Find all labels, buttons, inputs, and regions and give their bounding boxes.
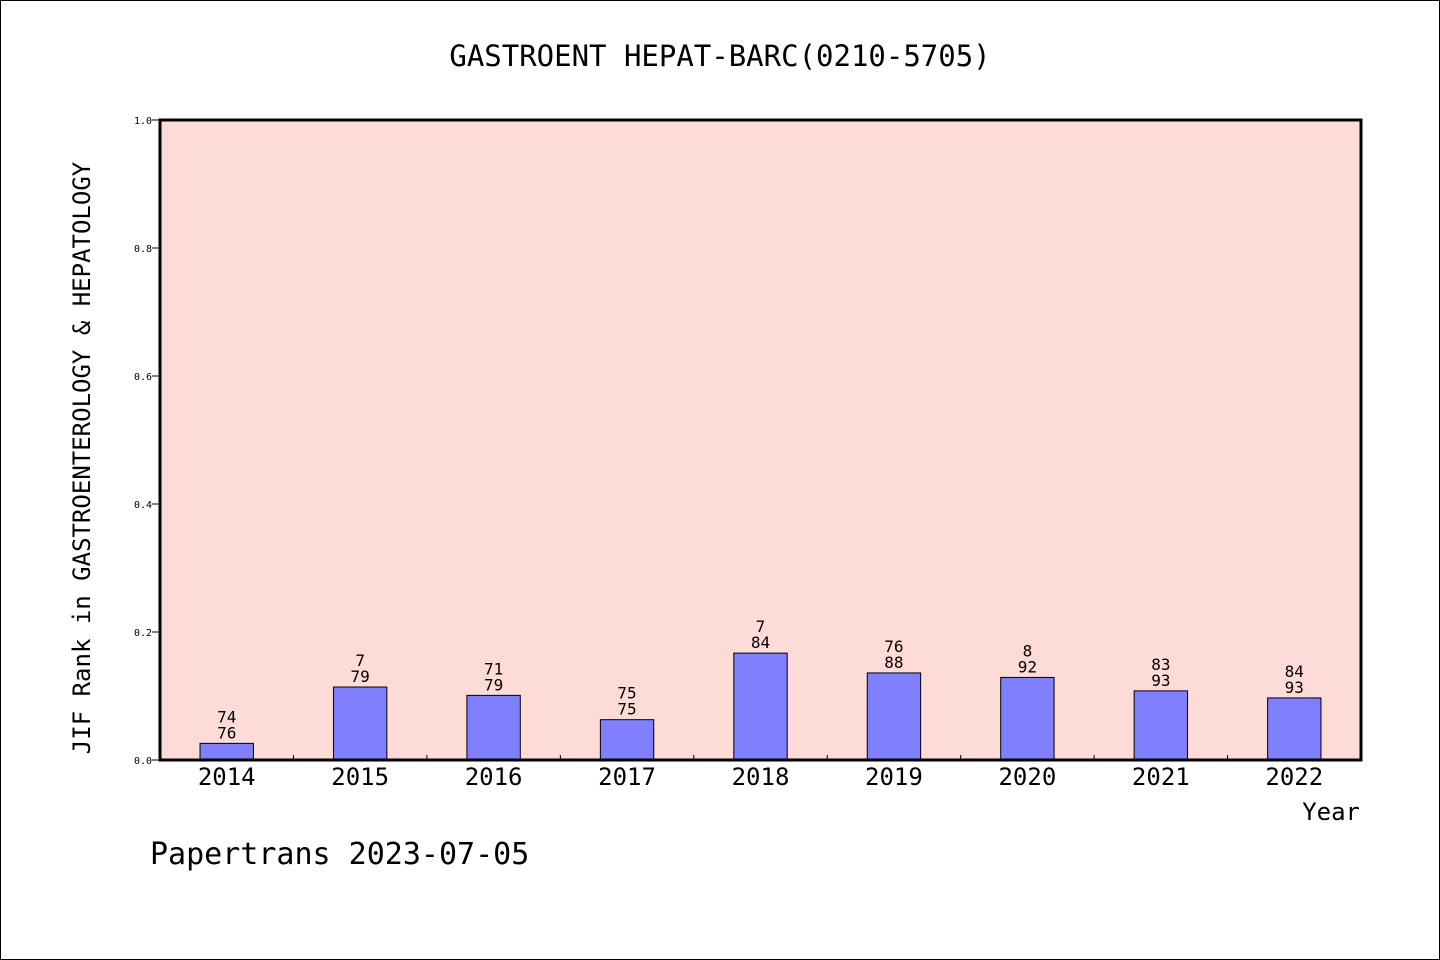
y-tick-label: 0.6 [134,372,152,383]
bar-label-bottom: 76 [217,723,236,742]
bars [199,652,1322,761]
bar-label-top: 76 [884,637,903,656]
x-tick-label: 2020 [998,763,1056,791]
bar-2016 [466,694,521,761]
y-tick-label: 0.8 [134,244,152,255]
bar-label-top: 7 [756,617,766,636]
y-tick-label: 0.0 [134,756,152,767]
y-axis-label: JIF Rank in GASTROENTEROLOGY & HEPATOLOG… [68,161,96,754]
bar-2022 [1267,697,1322,761]
bar-label-bottom: 79 [484,675,503,694]
x-tick-label: 2014 [198,763,256,791]
bar-label-top: 7 [355,651,365,670]
x-axis-ticks: 2014 2015 2016 2017 2018 2019 2020 2021 2022 [198,755,1323,791]
bar-label-bottom: 79 [351,667,370,686]
bar-2021 [1133,690,1189,761]
bar-label-bottom: 92 [1018,657,1037,676]
bar-label-top: 83 [1151,655,1170,674]
chart-title: GASTROENT HEPAT-BARC(0210-5705) [449,39,990,73]
bar-label-bottom: 84 [751,633,770,652]
x-tick-label: 2019 [865,763,923,791]
x-tick-label: 2022 [1265,763,1323,791]
plot-border [158,118,1363,762]
bar-2017 [599,719,655,761]
footer-text: Papertrans 2023-07-05 [150,837,529,872]
x-tick-label: 2017 [598,763,656,791]
bar-label-top: 75 [617,684,636,703]
x-tick-label: 2021 [1132,763,1190,791]
bar-label-top: 71 [484,659,503,678]
bar-label-bottom: 88 [884,653,903,672]
y-tick-label: 0.2 [134,628,152,639]
bar-2014 [199,742,254,761]
y-axis-ticks: 0.0 0.2 0.4 0.6 0.8 1.0 [134,116,160,767]
bar-2019 [866,672,922,761]
x-axis-label: Year [1302,798,1360,826]
bar-label-top: 8 [1023,641,1033,660]
bar-label-bottom: 93 [1151,671,1170,690]
bar-label-top: 84 [1285,662,1304,681]
y-tick-label: 1.0 [134,116,152,127]
y-tick-label: 0.4 [134,500,152,511]
bar-label-bottom: 93 [1285,678,1304,697]
x-tick-label: 2016 [465,763,523,791]
bar-2020 [1000,676,1055,761]
x-tick-label: 2018 [732,763,790,791]
x-tick-label: 2015 [331,763,389,791]
bar-label-top: 74 [217,707,236,726]
bar-label-bottom: 75 [617,700,636,719]
bar-2018 [733,652,788,761]
bar-2015 [332,686,388,761]
